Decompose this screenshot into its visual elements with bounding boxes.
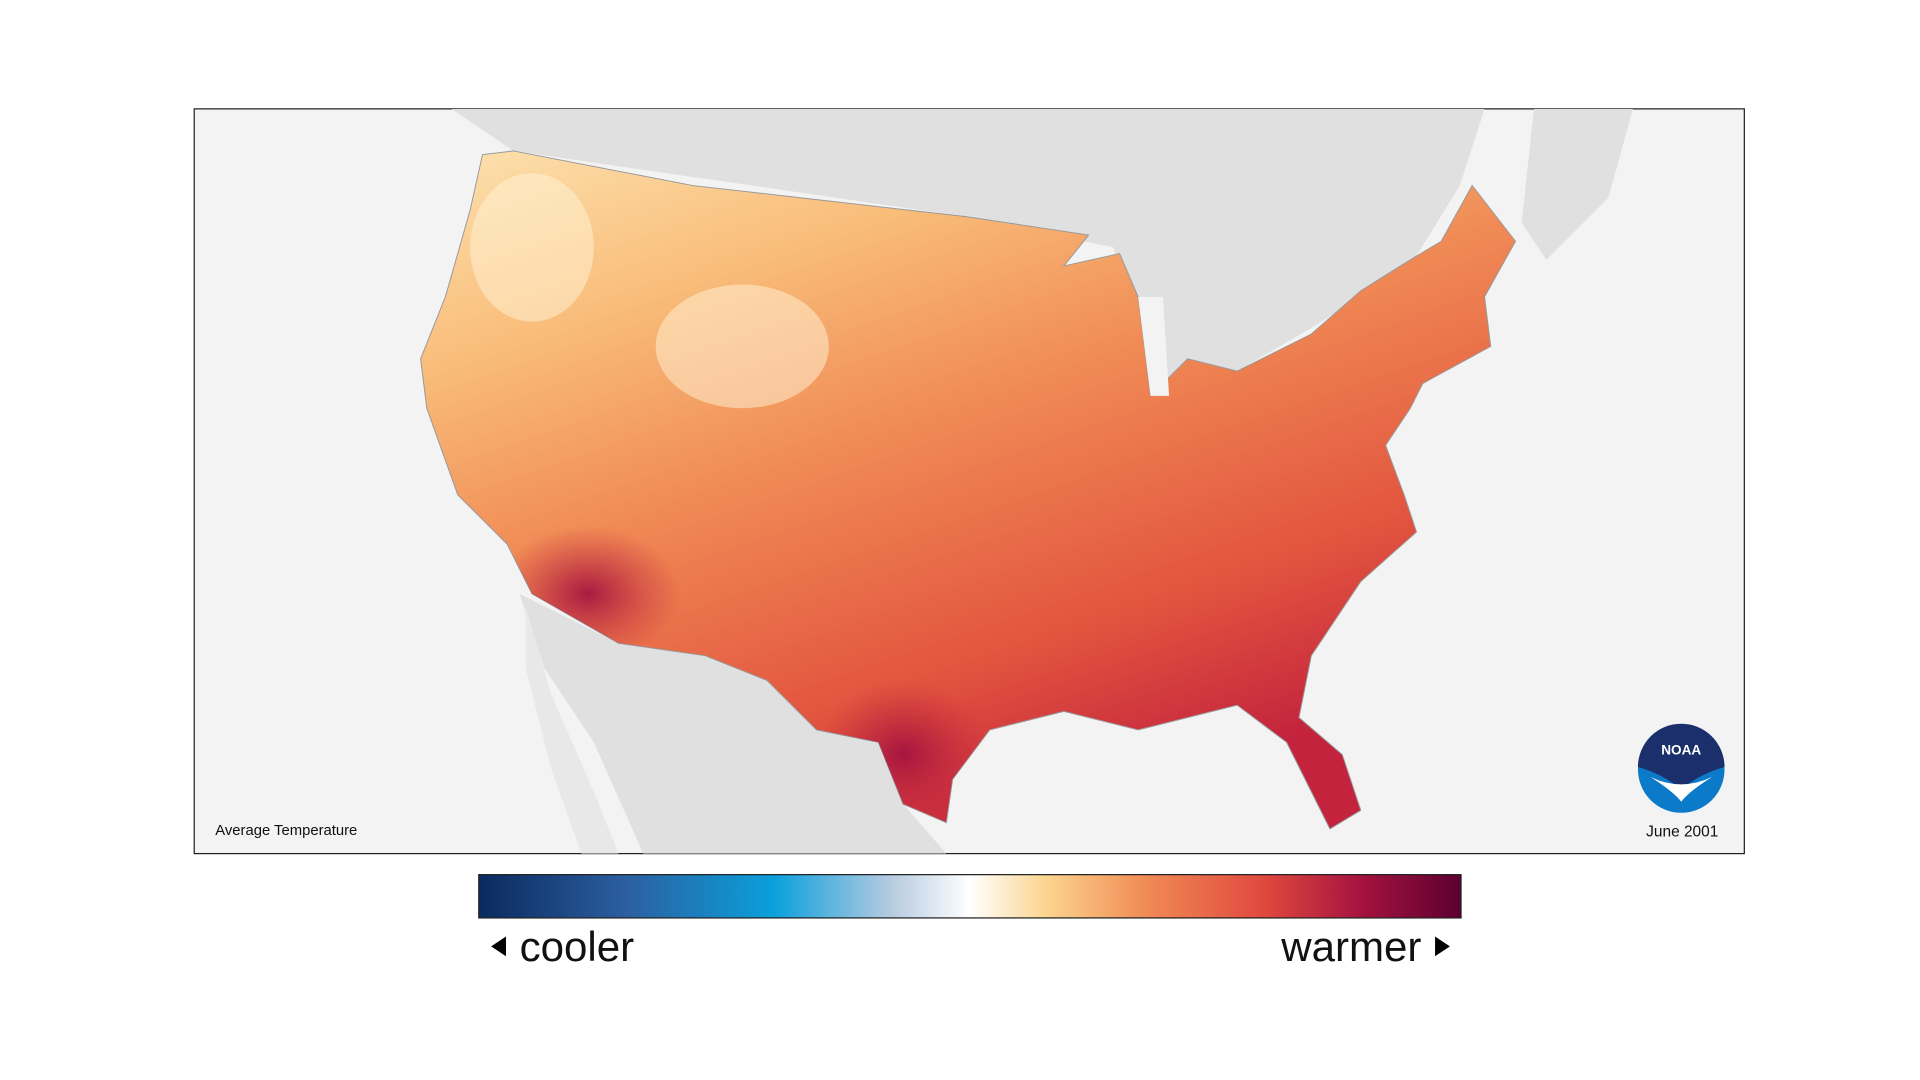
baja [525, 606, 619, 854]
lake-michigan [1138, 296, 1170, 396]
mexico-land [519, 593, 947, 854]
legend-low: cooler [520, 923, 635, 970]
cooler-arrow [491, 936, 506, 957]
color-scale [478, 874, 1462, 919]
logo-text: NOAA [1661, 743, 1701, 758]
basemap [451, 108, 1633, 854]
canada-land [451, 108, 1485, 396]
warmer-arrow [1435, 936, 1450, 957]
noaa-logo: NOAA [1637, 723, 1725, 813]
canada-east [1521, 108, 1633, 260]
map-title: Average Temperature [215, 823, 357, 839]
map-date: June 2001 [1646, 823, 1718, 840]
legend-high: warmer [1280, 923, 1421, 970]
